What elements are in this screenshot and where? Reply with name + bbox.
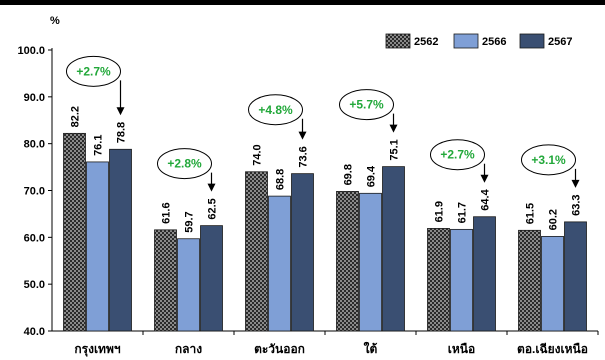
y-tick-label: 90.0 xyxy=(24,92,45,104)
annotation-label: +2.7% xyxy=(440,148,475,162)
bar-2566-4 xyxy=(450,228,473,332)
value-label: 82.2 xyxy=(70,106,82,127)
annotation-arrowhead xyxy=(207,183,216,192)
y-tick-label: 40.0 xyxy=(24,326,45,338)
value-label: 76.1 xyxy=(93,135,105,156)
annotation-label: +3.1% xyxy=(531,153,566,167)
value-labels: 82.2 76.1 78.8 61.6 59.7 62.5 74.0 68.8 73.6 69.8… xyxy=(70,106,583,233)
value-label: 63.3 xyxy=(571,194,583,215)
bar-2566-0 xyxy=(86,161,109,332)
bar-2567-4 xyxy=(473,216,496,332)
legend-label-2567: 2567 xyxy=(548,36,572,48)
bar-2562-3 xyxy=(336,191,359,332)
x-category-label: เหนือ xyxy=(448,342,475,356)
legend-swatch-2566 xyxy=(453,33,479,49)
value-label: 69.8 xyxy=(343,164,355,185)
x-category-label: ใต้ xyxy=(364,341,378,356)
bar-2566-1 xyxy=(177,238,200,332)
bar-2562-1 xyxy=(154,229,177,332)
annotation-arrowhead xyxy=(116,107,125,116)
legend: 2562 2566 2567 xyxy=(385,33,572,49)
value-label: 68.8 xyxy=(275,169,287,190)
y-tick-label: 80.0 xyxy=(24,139,45,151)
bar-2566-5 xyxy=(541,235,564,332)
annotation-label: +2.8% xyxy=(167,157,202,171)
y-unit-label: % xyxy=(50,15,60,27)
value-label: 69.4 xyxy=(366,165,378,187)
annotation-bubble xyxy=(339,89,394,121)
value-label: 60.2 xyxy=(548,209,560,230)
annotation-arrowhead xyxy=(389,124,398,133)
top-border-bar xyxy=(0,0,605,5)
legend-swatch-2567 xyxy=(519,33,545,49)
legend-swatch-2562 xyxy=(385,33,411,49)
value-label: 64.4 xyxy=(480,188,492,210)
bar-2567-1 xyxy=(200,225,223,332)
bar-2562-5 xyxy=(518,229,541,332)
value-label: 75.1 xyxy=(389,139,401,160)
value-label: 59.7 xyxy=(184,211,196,232)
axes: 40.0 50.0 60.0 70.0 80.0 90.0 100.0 xyxy=(17,45,599,338)
annotation-bubble xyxy=(521,144,576,176)
bar-2567-5 xyxy=(564,221,587,332)
annotation-arrowhead xyxy=(571,179,580,188)
value-label: 73.6 xyxy=(298,146,310,167)
bar-2562-0 xyxy=(63,132,86,332)
y-tick-label: 100.0 xyxy=(17,45,45,57)
annotation-label: +2.7% xyxy=(76,64,111,78)
value-label: 62.5 xyxy=(207,198,219,219)
bar-2567-0 xyxy=(109,148,132,332)
annotation-bubble xyxy=(157,148,212,180)
value-label: 61.5 xyxy=(525,203,537,224)
annotations: +2.7% +2.8% +4.8% +5.7% +2.7% +3.1% xyxy=(66,55,580,192)
x-labels: กรุงเทพฯ กลาง ตะวันออก ใต้ เหนือ ตอ.เฉียงเหนื… xyxy=(74,341,588,357)
value-label: 61.9 xyxy=(434,201,446,222)
bar-2566-3 xyxy=(359,192,382,332)
annotation-bubble xyxy=(248,94,303,126)
value-label: 78.8 xyxy=(116,122,128,143)
annotation-bubble xyxy=(430,139,485,171)
annotation-label: +5.7% xyxy=(349,98,384,112)
y-tick-label: 70.0 xyxy=(24,186,45,198)
bar-2567-2 xyxy=(291,173,314,332)
x-category-label: กรุงเทพฯ xyxy=(74,342,120,357)
x-category-label: กลาง xyxy=(175,342,202,356)
legend-label-2566: 2566 xyxy=(482,36,506,48)
y-tick-label: 60.0 xyxy=(24,232,45,244)
annotation-bubble xyxy=(66,55,121,87)
annotation-arrowhead xyxy=(480,174,489,183)
legend-label-2562: 2562 xyxy=(414,36,438,48)
y-tick-label: 50.0 xyxy=(24,279,45,291)
bar-2567-3 xyxy=(382,166,405,332)
bars xyxy=(63,132,587,332)
value-label: 74.0 xyxy=(252,144,264,165)
bar-2562-2 xyxy=(245,171,268,332)
x-category-label: ตะวันออก xyxy=(254,342,305,356)
annotation-label: +4.8% xyxy=(258,103,293,117)
annotation-arrowhead xyxy=(298,131,307,140)
value-label: 61.6 xyxy=(161,202,173,223)
bar-2566-2 xyxy=(268,195,291,332)
value-label: 61.7 xyxy=(457,202,469,223)
x-category-label: ตอ.เฉียงเหนือ xyxy=(517,342,588,356)
bar-2562-4 xyxy=(427,228,450,332)
